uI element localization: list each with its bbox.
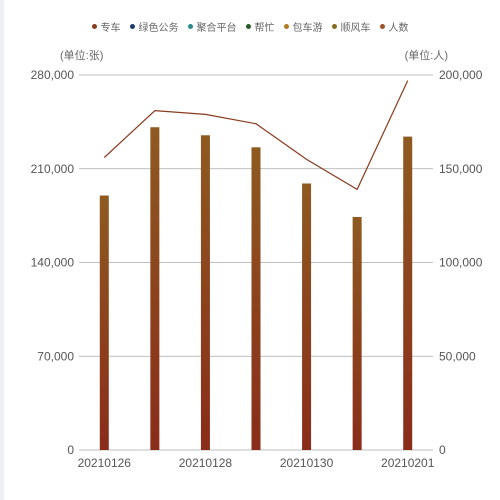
legend-swatch-icon [91, 24, 97, 29]
legend-item[interactable]: 专车 [91, 19, 121, 34]
left-tick-label: 210,000 [31, 162, 75, 176]
x-tick-label: 20210126 [78, 456, 132, 470]
legend-swatch-icon [245, 24, 251, 29]
right-tick-label: 0 [439, 443, 446, 457]
legend-label: 帮忙 [254, 23, 275, 34]
legend-item[interactable]: 顺风车 [331, 19, 371, 34]
legend-label: 绿色公务 [138, 23, 179, 34]
legend-label: 人数 [388, 23, 409, 34]
legend-item[interactable]: 聚合平台 [187, 19, 237, 34]
legend-label: 顺风车 [340, 23, 371, 34]
bar [352, 216, 362, 450]
left-tick-label: 280,000 [31, 68, 75, 82]
legend-label: 专车 [100, 23, 121, 34]
legend: 专车 绿色公务 聚合平台 帮忙 包车游 顺风车 人数 [0, 19, 500, 34]
left-tick-label: 0 [67, 443, 74, 457]
bar [403, 136, 413, 450]
x-tick-label: 20210128 [179, 456, 233, 470]
bar [302, 183, 312, 450]
left-axis-unit: (单位:张) [60, 50, 104, 62]
legend-swatch-icon [129, 24, 135, 29]
x-tick-label: 20210130 [280, 456, 334, 470]
legend-label: 聚合平台 [196, 23, 237, 34]
legend-label: 包车游 [292, 23, 323, 34]
bar [150, 127, 160, 450]
legend-item[interactable]: 人数 [379, 19, 409, 34]
right-tick-label: 100,000 [439, 256, 483, 270]
right-axis-unit: (单位:人) [404, 50, 448, 62]
right-tick-label: 200,000 [439, 68, 483, 82]
legend-item[interactable]: 绿色公务 [129, 19, 179, 34]
legend-swatch-icon [283, 24, 289, 29]
legend-item[interactable]: 包车游 [283, 19, 323, 34]
series-line [103, 80, 409, 191]
right-tick-label: 150,000 [439, 162, 483, 176]
left-tick-label: 140,000 [31, 256, 75, 270]
x-tick-label: 20210201 [381, 456, 435, 470]
legend-swatch-icon [187, 24, 193, 29]
right-tick-label: 50,000 [439, 349, 476, 363]
legend-swatch-icon [379, 24, 385, 29]
bar [99, 195, 109, 450]
bar [200, 135, 210, 450]
left-tick-label: 70,000 [37, 349, 74, 363]
bar [251, 147, 261, 451]
legend-swatch-icon [331, 24, 337, 29]
legend-item[interactable]: 帮忙 [245, 19, 275, 34]
